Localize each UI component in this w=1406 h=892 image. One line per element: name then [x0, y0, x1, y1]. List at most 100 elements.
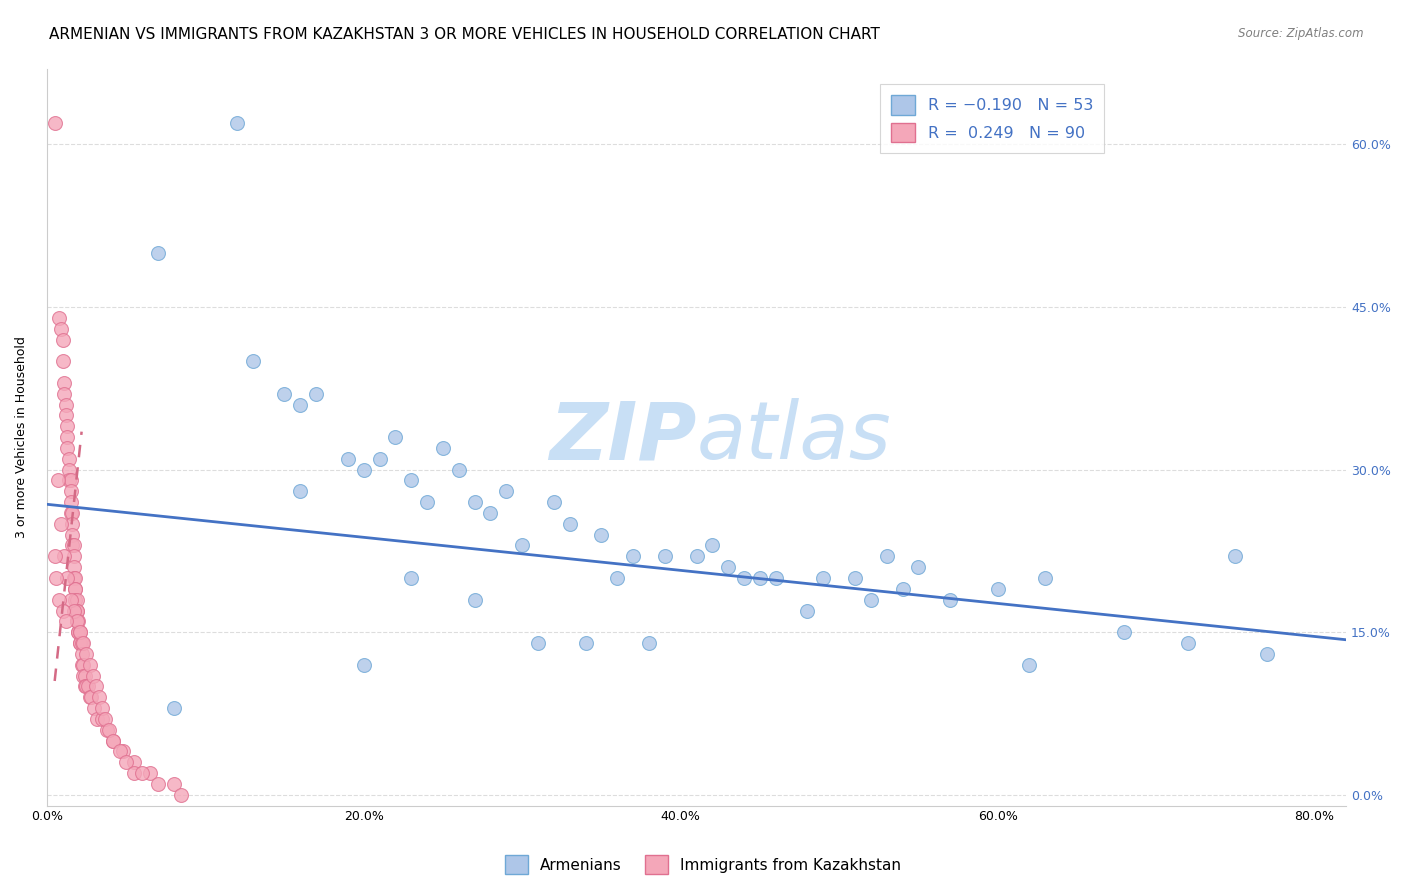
- Point: [987, 582, 1010, 596]
- Point: [96, 723, 118, 737]
- Point: [62, 603, 84, 617]
- Point: [495, 484, 517, 499]
- Point: [1225, 549, 1247, 564]
- Point: [73, 668, 96, 682]
- Text: ZIP: ZIP: [550, 398, 696, 476]
- Point: [60, 506, 83, 520]
- Point: [86, 712, 108, 726]
- Point: [447, 462, 470, 476]
- Point: [654, 549, 676, 564]
- Point: [73, 679, 96, 693]
- Point: [162, 777, 184, 791]
- Point: [53, 376, 76, 390]
- Point: [56, 430, 79, 444]
- Point: [273, 386, 295, 401]
- Legend: R = −0.190   N = 53, R =  0.249   N = 90: R = −0.190 N = 53, R = 0.249 N = 90: [880, 84, 1104, 153]
- Point: [67, 625, 90, 640]
- Point: [58, 451, 80, 466]
- Point: [60, 516, 83, 531]
- Point: [558, 516, 581, 531]
- Point: [82, 668, 104, 682]
- Point: [70, 657, 93, 672]
- Point: [69, 625, 91, 640]
- Point: [58, 462, 80, 476]
- Point: [103, 733, 125, 747]
- Point: [66, 603, 89, 617]
- Point: [79, 657, 101, 672]
- Point: [53, 549, 76, 564]
- Point: [162, 701, 184, 715]
- Point: [399, 571, 422, 585]
- Point: [416, 495, 439, 509]
- Point: [59, 506, 82, 520]
- Point: [464, 592, 486, 607]
- Point: [813, 571, 835, 585]
- Point: [1114, 625, 1136, 640]
- Point: [56, 571, 79, 585]
- Point: [638, 636, 661, 650]
- Point: [717, 560, 740, 574]
- Point: [62, 560, 84, 574]
- Point: [59, 592, 82, 607]
- Point: [75, 647, 97, 661]
- Point: [66, 592, 89, 607]
- Point: [1256, 647, 1278, 661]
- Point: [103, 733, 125, 747]
- Point: [146, 777, 169, 791]
- Point: [67, 625, 90, 640]
- Point: [131, 766, 153, 780]
- Point: [479, 506, 502, 520]
- Point: [84, 679, 107, 693]
- Point: [56, 441, 79, 455]
- Point: [111, 744, 134, 758]
- Point: [60, 539, 83, 553]
- Point: [59, 484, 82, 499]
- Point: [432, 441, 454, 455]
- Point: [69, 636, 91, 650]
- Point: [1177, 636, 1199, 650]
- Point: [94, 712, 117, 726]
- Point: [733, 571, 755, 585]
- Point: [65, 582, 87, 596]
- Point: [384, 430, 406, 444]
- Point: [399, 474, 422, 488]
- Point: [876, 549, 898, 564]
- Point: [305, 386, 328, 401]
- Point: [67, 615, 90, 629]
- Point: [83, 701, 105, 715]
- Point: [55, 398, 77, 412]
- Point: [49, 516, 72, 531]
- Point: [44, 549, 66, 564]
- Point: [45, 571, 67, 585]
- Point: [939, 592, 962, 607]
- Point: [510, 539, 533, 553]
- Point: [464, 495, 486, 509]
- Point: [69, 636, 91, 650]
- Point: [48, 592, 70, 607]
- Point: [72, 636, 94, 650]
- Point: [907, 560, 929, 574]
- Point: [65, 592, 87, 607]
- Point: [80, 690, 103, 705]
- Point: [844, 571, 866, 585]
- Point: [59, 495, 82, 509]
- Point: [336, 451, 359, 466]
- Point: [62, 539, 84, 553]
- Point: [79, 690, 101, 705]
- Text: Source: ZipAtlas.com: Source: ZipAtlas.com: [1239, 27, 1364, 40]
- Point: [891, 582, 914, 596]
- Point: [765, 571, 787, 585]
- Point: [62, 571, 84, 585]
- Point: [122, 756, 145, 770]
- Point: [66, 615, 89, 629]
- Point: [621, 549, 644, 564]
- Point: [574, 636, 596, 650]
- Text: atlas: atlas: [696, 398, 891, 476]
- Point: [60, 527, 83, 541]
- Point: [591, 527, 613, 541]
- Point: [52, 333, 75, 347]
- Point: [69, 625, 91, 640]
- Point: [1018, 657, 1040, 672]
- Point: [66, 603, 89, 617]
- Point: [139, 766, 162, 780]
